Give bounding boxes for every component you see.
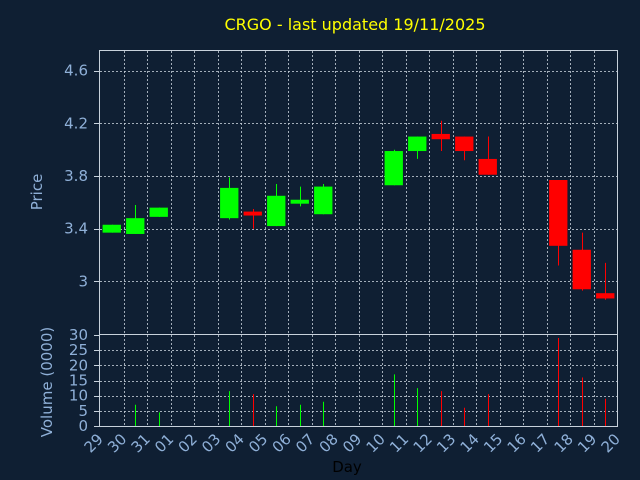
candle-body bbox=[549, 179, 568, 246]
candle-body bbox=[455, 136, 474, 152]
x-tick-label: 01 bbox=[151, 430, 177, 456]
x-tick-label: 03 bbox=[198, 430, 224, 456]
volume-panel-frame bbox=[99, 334, 618, 427]
volume-tick-label: 5 bbox=[78, 402, 88, 420]
candle-body bbox=[126, 218, 145, 234]
x-tick-label: 09 bbox=[339, 430, 365, 456]
candle-body bbox=[408, 136, 427, 152]
price-tick-label: 3 bbox=[78, 272, 88, 290]
x-tick-label: 07 bbox=[292, 430, 318, 456]
x-tick-label: 15 bbox=[480, 430, 506, 456]
x-tick-label: 20 bbox=[598, 430, 624, 456]
price-tick-label: 4.6 bbox=[64, 62, 88, 80]
x-tick-label: 30 bbox=[104, 430, 130, 456]
volume-tick-label: 20 bbox=[69, 356, 88, 374]
x-tick-label: 18 bbox=[551, 430, 577, 456]
price-tick-label: 3.4 bbox=[64, 220, 88, 238]
candle-body bbox=[596, 293, 615, 299]
price-tick-label: 3.8 bbox=[64, 167, 88, 185]
volume-axis-title: Volume (0000) bbox=[38, 327, 56, 437]
volume-bars bbox=[135, 338, 606, 426]
volume-tick-label: 25 bbox=[69, 341, 88, 359]
x-tick-label: 13 bbox=[433, 430, 459, 456]
candle-body bbox=[572, 249, 591, 290]
x-axis-title: Day bbox=[332, 458, 362, 476]
x-tick-label: 14 bbox=[457, 430, 483, 456]
grid-lines bbox=[100, 51, 617, 426]
x-tick-label: 02 bbox=[175, 430, 201, 456]
x-tick-label: 12 bbox=[410, 430, 436, 456]
candle-body bbox=[102, 224, 121, 233]
x-tick-label: 10 bbox=[363, 430, 389, 456]
x-tick-label: 08 bbox=[316, 430, 342, 456]
price-tick-labels: 4.6 4.2 3.8 3.4 3 bbox=[64, 62, 99, 290]
candle-body bbox=[290, 199, 309, 204]
x-tick-label: 05 bbox=[245, 430, 271, 456]
candle-body bbox=[431, 133, 450, 140]
candle-body bbox=[314, 186, 333, 215]
price-candles bbox=[102, 120, 615, 300]
x-tick-label: 06 bbox=[269, 430, 295, 456]
candle-body bbox=[243, 211, 262, 216]
x-tick-labels: 2930310102030405060708091011121314151617… bbox=[81, 430, 624, 456]
price-panel-frame bbox=[99, 50, 618, 335]
x-tick-label: 11 bbox=[386, 430, 412, 456]
x-tick-label: 17 bbox=[527, 430, 553, 456]
candle-body bbox=[478, 158, 497, 175]
volume-tick-label: 30 bbox=[69, 326, 88, 344]
x-tick-label: 31 bbox=[128, 430, 154, 456]
price-tick-label: 4.2 bbox=[64, 114, 88, 132]
volume-tick-label: 0 bbox=[78, 417, 88, 435]
volume-tick-label: 10 bbox=[69, 387, 88, 405]
x-tick-label: 16 bbox=[504, 430, 530, 456]
candle-body bbox=[267, 195, 286, 227]
candle-body bbox=[149, 207, 168, 217]
price-axis-title: Price bbox=[28, 174, 46, 211]
volume-tick-label: 15 bbox=[69, 372, 88, 390]
candle-body bbox=[384, 151, 403, 186]
candle-body bbox=[220, 187, 239, 219]
x-tick-label: 19 bbox=[574, 430, 600, 456]
x-tick-label: 04 bbox=[222, 430, 248, 456]
chart-title: CRGO - last updated 19/11/2025 bbox=[224, 15, 485, 34]
